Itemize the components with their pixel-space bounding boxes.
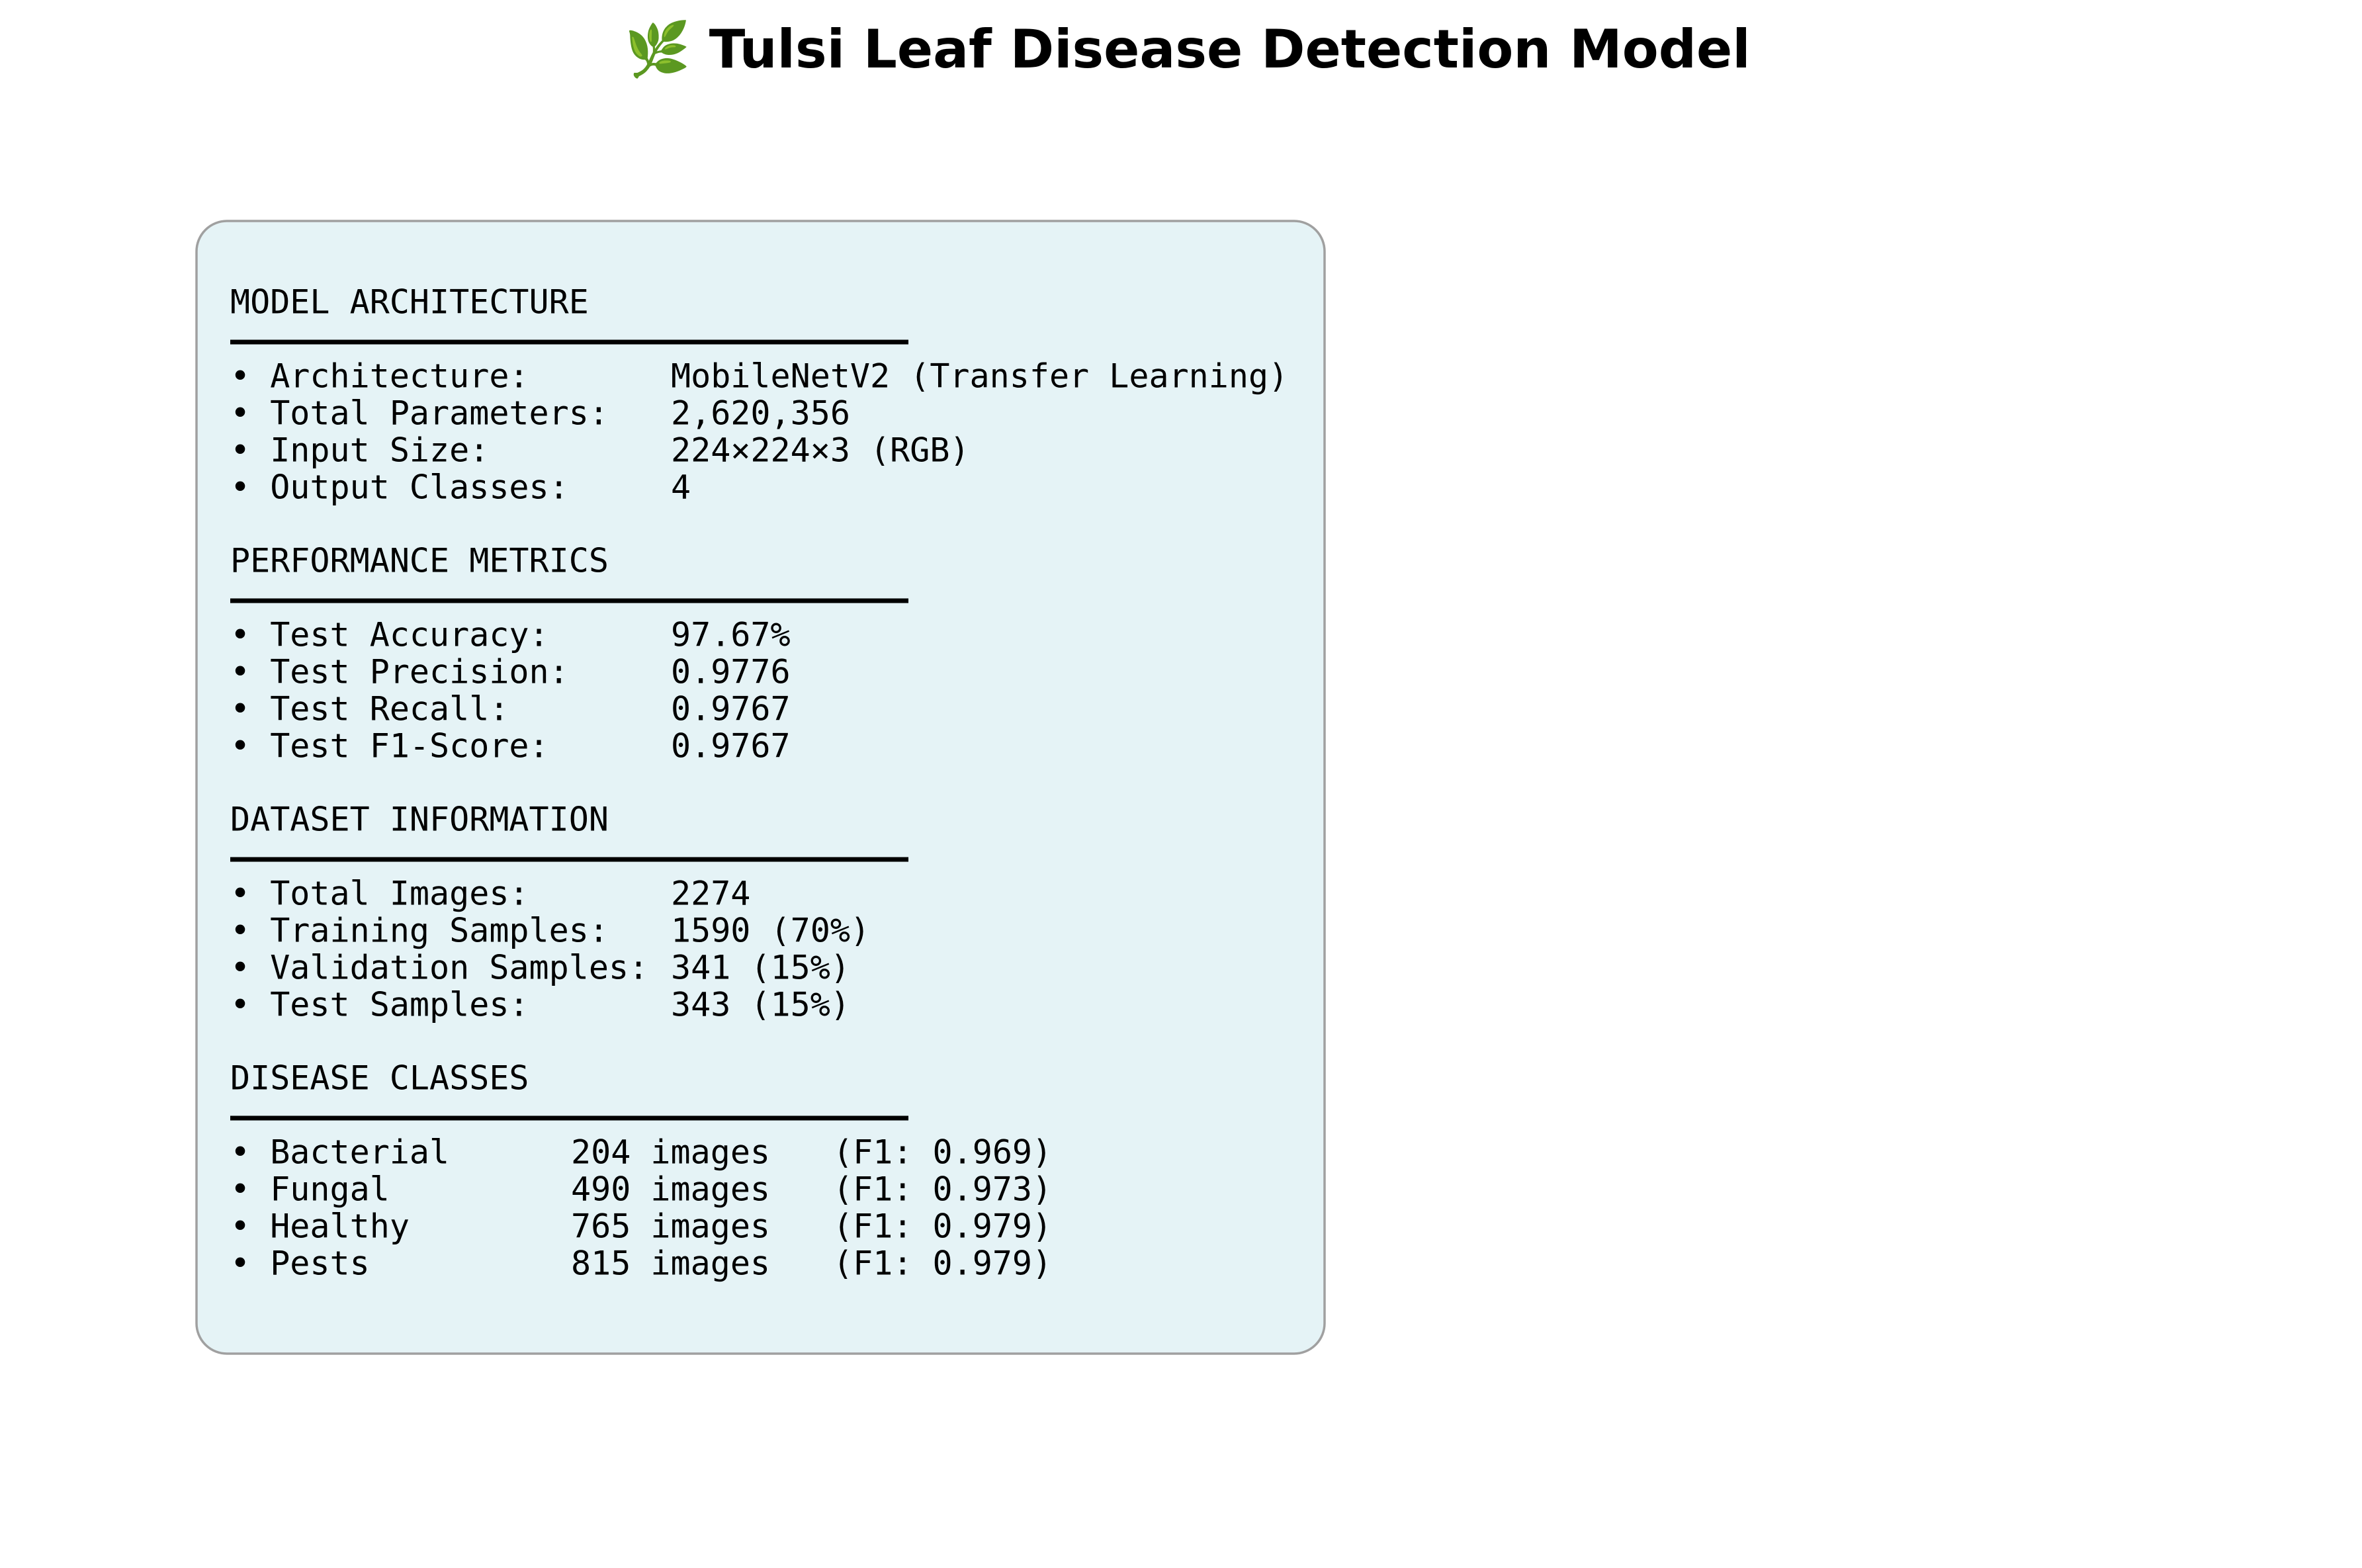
item-value: 765 images <box>571 1207 770 1246</box>
section-heading: DATASET INFORMATION <box>230 801 609 839</box>
item-value: (F1: 0.973) <box>833 1170 1052 1209</box>
item-label: • Test F1-Score: <box>230 727 549 765</box>
item-value: 2,620,356 <box>671 394 850 433</box>
item-value: (F1: 0.969) <box>833 1133 1052 1172</box>
item-value: 815 images <box>571 1244 770 1283</box>
section-heading: DISEASE CLASSES <box>230 1059 529 1098</box>
section-heading: PERFORMANCE METRICS <box>230 542 609 580</box>
item-label: • Output Classes: <box>230 468 569 507</box>
item-value: 204 images <box>571 1133 770 1172</box>
item-value: 0.9767 <box>671 727 791 765</box>
item-label: • Total Images: <box>230 875 529 913</box>
item-label: • Training Samples: <box>230 912 609 950</box>
item-label: • Fungal <box>230 1170 390 1209</box>
item-value: 0.9767 <box>671 690 791 728</box>
item-value: 341 (15%) <box>671 949 850 987</box>
item-label: • Total Parameters: <box>230 394 609 433</box>
item-label: • Pests <box>230 1244 370 1283</box>
item-value: (F1: 0.979) <box>833 1244 1052 1283</box>
section-heading: MODEL ARCHITECTURE <box>230 283 589 322</box>
item-value: 343 (15%) <box>671 986 850 1024</box>
item-value: 490 images <box>571 1170 770 1209</box>
item-value: (F1: 0.979) <box>833 1207 1052 1246</box>
item-value: 2274 <box>671 875 750 913</box>
item-label: • Architecture: <box>230 357 529 396</box>
info-panel <box>195 220 1326 1355</box>
item-value: 4 <box>671 468 691 507</box>
item-label: • Test Samples: <box>230 986 529 1024</box>
item-value: 97.67% <box>671 616 791 654</box>
item-label: • Validation Samples: <box>230 949 648 987</box>
item-label: • Test Accuracy: <box>230 616 549 654</box>
item-value: 1590 (70%) <box>671 912 870 950</box>
item-value: 0.9776 <box>671 653 791 691</box>
item-value: MobileNetV2 (Transfer Learning) <box>671 357 1288 396</box>
item-label: • Test Recall: <box>230 690 509 728</box>
page-title: 🌿 Tulsi Leaf Disease Detection Model <box>625 19 1750 80</box>
item-label: • Input Size: <box>230 431 489 470</box>
item-value: 224×224×3 (RGB) <box>671 431 970 470</box>
item-label: • Bacterial <box>230 1133 449 1172</box>
item-label: • Test Precision: <box>230 653 569 691</box>
item-label: • Healthy <box>230 1207 410 1246</box>
